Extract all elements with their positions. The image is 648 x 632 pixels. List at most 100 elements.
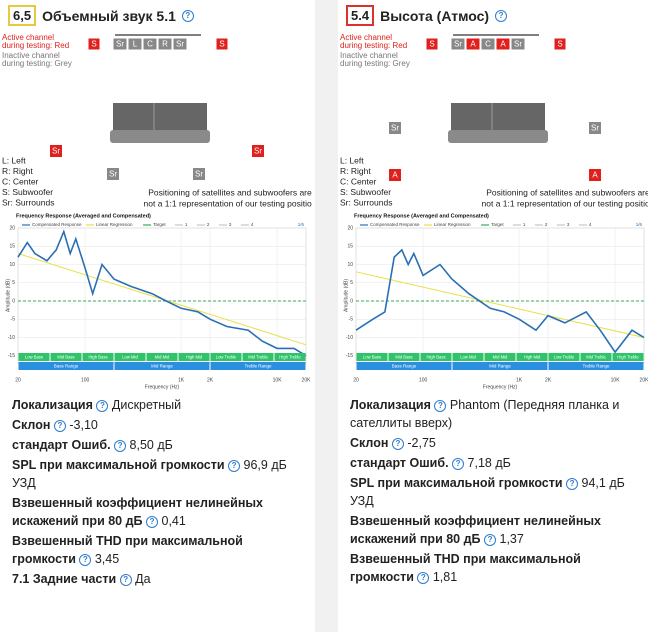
spec-label: SPL при максимальной громкости (12, 458, 225, 472)
channel-label: Sr (514, 40, 522, 49)
divider (315, 0, 338, 632)
x-tick-label: 100 (419, 377, 428, 383)
band (516, 353, 548, 361)
diagram-note: not a 1:1 representation of our testing … (144, 198, 312, 208)
plot-bg (355, 227, 645, 364)
channel-box (510, 37, 526, 51)
help-icon: ? (495, 9, 508, 22)
range-label: Treble Range (582, 364, 610, 369)
spec-label: стандарт Ошиб. (12, 438, 111, 452)
score: 6,5 (8, 5, 37, 26)
panel-title: Высота (Атмос) (380, 7, 490, 24)
band (580, 353, 612, 361)
spec-value: -2,75 (407, 436, 436, 450)
spec-item: стандарт Ошиб. ? 7,18 дБ (350, 454, 640, 472)
help-icon: ? (434, 400, 447, 412)
channel-label: Sr (176, 40, 184, 49)
range (356, 362, 452, 370)
legend-label: Compensated Response (32, 222, 82, 227)
soundbar (110, 130, 210, 143)
help-icon: ? (452, 458, 465, 470)
y-tick-label: 15 (347, 244, 353, 250)
channel-box (172, 37, 188, 51)
soundbar-top (451, 103, 545, 130)
channel-legend: R: Right (2, 166, 33, 176)
spec-item: Локализация ? Дискретный (12, 396, 302, 414)
channel-label: C (485, 40, 491, 49)
x-tick-label: 20K (640, 377, 648, 383)
soundbar-top (113, 103, 207, 130)
speaker (252, 145, 264, 157)
y-tick-label: -15 (8, 353, 15, 359)
range (548, 362, 644, 370)
speaker-label: A (592, 171, 598, 180)
specs: Локализация ? Phantom (Передняя планка и… (350, 396, 640, 588)
speaker (589, 169, 601, 181)
x-axis-label: Frequency (Hz) (145, 384, 180, 390)
channel-legend: Sr: Surrounds (340, 197, 392, 207)
y-tick-label: -5 (349, 317, 354, 323)
spec-value: 0,41 (161, 514, 186, 528)
spec-label: Взвешенный коэффициент нелинейных искаже… (12, 496, 263, 528)
speaker-label: Sr (195, 170, 203, 179)
channel-box (553, 37, 567, 51)
y-tick-label: 20 (9, 225, 15, 231)
legend-label: 1 (523, 222, 526, 227)
y-tick-label: 15 (9, 244, 15, 250)
help-icon: ? (114, 440, 127, 452)
legend-label: Target (153, 222, 166, 227)
spec-item: Склон ? -3,10 (12, 416, 302, 434)
band (452, 353, 484, 361)
range-label: Mid Range (151, 364, 173, 369)
series-line (355, 271, 645, 338)
y-axis-label: Amplitude (dB) (343, 279, 349, 312)
channel-label: S (429, 40, 434, 49)
speaker-label: Sr (254, 147, 262, 156)
x-tick-label: 10K (273, 377, 283, 383)
spec-label: Склон (12, 418, 51, 432)
band (18, 353, 50, 361)
y-tick-label: 10 (347, 262, 353, 268)
speaker (389, 122, 401, 134)
speaker-label: Sr (591, 124, 599, 133)
channel-label: L (133, 40, 138, 49)
help-icon: ? (228, 460, 241, 472)
channel-box (480, 37, 496, 51)
diagram-legend: during testing: Grey (2, 59, 72, 68)
spec-label: Склон (350, 436, 389, 450)
diagram-legend: during testing: Red (2, 41, 69, 50)
band-label: Mid Bass (395, 355, 412, 360)
band (146, 353, 178, 361)
speaker (193, 168, 205, 180)
speaker-label: A (392, 171, 398, 180)
legend-label: 1 (185, 222, 188, 227)
y-tick-label: 5 (350, 280, 353, 286)
legend-label: 2 (207, 222, 210, 227)
speaker (107, 168, 119, 180)
spec-label: Взвешенный THD при максимальной громкост… (12, 534, 243, 566)
channel-legend: Sr: Surrounds (2, 197, 54, 207)
spec-value: -3,10 (69, 418, 98, 432)
band-label: Mid Mid (493, 355, 508, 360)
y-tick-label: 0 (350, 298, 353, 304)
x-tick-label: 1K (178, 377, 185, 383)
diagram-legend: during testing: Grey (340, 59, 410, 68)
help-icon: ? (96, 400, 109, 412)
x-tick-label: 20 (353, 377, 359, 383)
diagram-legend: during testing: Red (340, 41, 407, 50)
score: 5.4 (346, 5, 375, 26)
y-tick-label: -15 (346, 353, 353, 359)
range-label: Bass Range (392, 364, 417, 369)
spec-value: Phantom (Передняя планка и сателлиты вве… (350, 398, 620, 430)
diagram-note: Positioning of satellites and subwoofers… (148, 187, 312, 197)
spec-value: 94,1 дБ УЗД (350, 476, 625, 508)
help-icon: ? (79, 554, 92, 566)
y-tick-label: 20 (347, 225, 353, 231)
channel-label: Sr (454, 40, 462, 49)
band-label: Low Treble (554, 355, 575, 360)
legend-label: 3 (567, 222, 570, 227)
help-icon: ? (146, 516, 159, 528)
channel-label: C (147, 40, 153, 49)
band (356, 353, 388, 361)
